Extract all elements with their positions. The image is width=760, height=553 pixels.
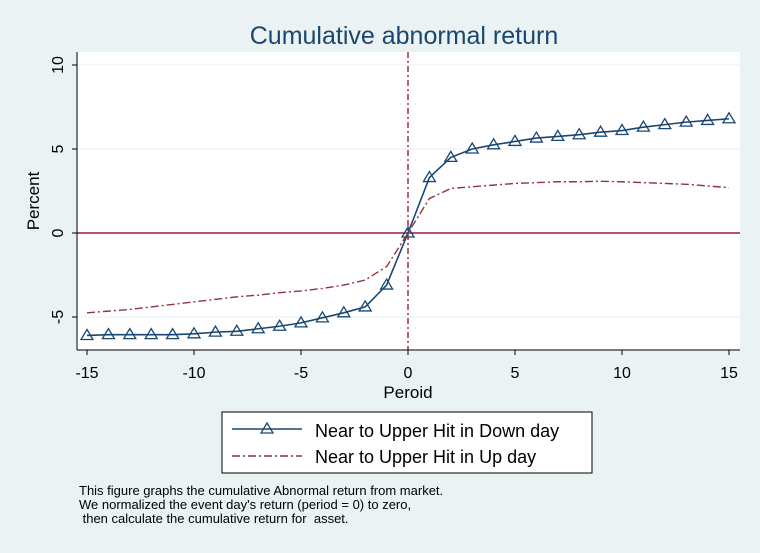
legend-label-down-day: Near to Upper Hit in Down day xyxy=(315,421,559,441)
data-point-triangle xyxy=(614,123,630,136)
series-line-up-day xyxy=(86,180,730,314)
data-point-triangle xyxy=(636,119,651,132)
data-point-triangle xyxy=(700,113,715,126)
x-tick-label: 10 xyxy=(613,365,631,382)
data-point-triangle xyxy=(422,170,437,183)
data-point-triangle xyxy=(186,326,202,339)
y-tick-label: 10 xyxy=(50,56,67,74)
data-point-triangle xyxy=(315,310,330,323)
x-tick-label: 5 xyxy=(511,365,520,382)
y-tick-label: 0 xyxy=(50,228,67,237)
data-point-triangle xyxy=(400,225,416,238)
legend-label-up-day: Near to Upper Hit in Up day xyxy=(315,447,536,467)
data-point-triangle xyxy=(572,127,587,140)
data-point-triangle xyxy=(550,129,565,142)
y-axis-label: Percent xyxy=(24,171,43,230)
data-point-triangle xyxy=(593,124,608,137)
data-point-triangle xyxy=(486,137,501,150)
data-point-triangle xyxy=(679,114,694,127)
chart-title: Cumulative abnormal return xyxy=(250,22,558,50)
data-point-triangle xyxy=(721,111,737,124)
data-point-triangle xyxy=(443,150,458,163)
data-point-triangle xyxy=(272,318,287,331)
data-point-triangle xyxy=(101,327,116,340)
y-tick-label: 5 xyxy=(50,144,67,153)
data-point-triangle xyxy=(529,130,544,143)
y-tick-label: -5 xyxy=(50,310,67,324)
note-line: This figure graphs the cumulative Abnorm… xyxy=(79,483,444,498)
figure-note: This figure graphs the cumulative Abnorm… xyxy=(79,484,443,526)
note-line: We normalized the event day's return (pe… xyxy=(79,497,412,512)
x-tick-label: -10 xyxy=(182,365,205,382)
data-point-triangle xyxy=(208,324,223,337)
data-point-triangle xyxy=(165,327,180,340)
data-point-triangle xyxy=(229,324,244,336)
x-tick-label: 15 xyxy=(720,365,738,382)
legend: Near to Upper Hit in Down day Near to Up… xyxy=(221,411,593,474)
data-point-triangle xyxy=(465,141,480,154)
legend-triangle-marker xyxy=(259,421,275,434)
data-point-triangle xyxy=(358,299,373,312)
legend-item-up-day: Near to Upper Hit in Up day xyxy=(232,447,536,467)
data-point-triangle xyxy=(293,315,309,328)
note-line: then calculate the cumulative return for… xyxy=(79,511,349,526)
legend-box xyxy=(221,411,593,474)
legend-item-down-day: Near to Upper Hit in Down day xyxy=(232,421,559,441)
data-point-triangle xyxy=(379,277,394,290)
data-point-triangle xyxy=(657,117,672,130)
x-tick-label: -15 xyxy=(75,365,98,382)
data-point-triangle xyxy=(144,327,159,340)
series-line-down-day xyxy=(86,117,730,337)
x-axis-label: Peroid xyxy=(383,383,432,402)
data-point-triangle xyxy=(122,327,137,340)
data-point-triangle xyxy=(251,321,266,334)
data-point-triangle xyxy=(336,305,351,318)
x-tick-label: -5 xyxy=(294,365,308,382)
data-point-triangle xyxy=(79,328,95,341)
x-tick-label: 0 xyxy=(404,365,413,382)
ticks: -5 0 5 10 -15 -10 -5 0 5 10 15 xyxy=(50,56,738,382)
series-layer xyxy=(79,111,737,341)
data-point-triangle xyxy=(507,134,523,147)
grid-lines xyxy=(77,64,740,318)
